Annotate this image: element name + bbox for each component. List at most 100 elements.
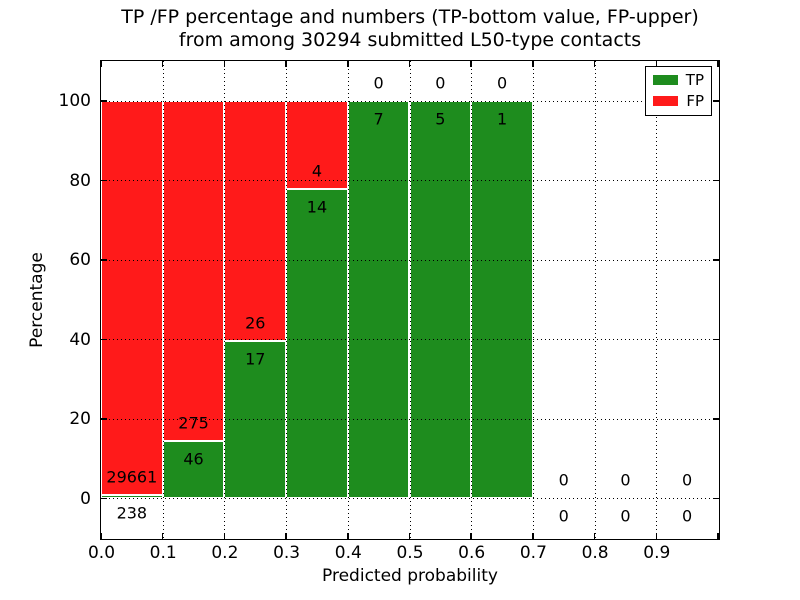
legend-label-fp: FP <box>686 92 704 110</box>
y-tick-mark <box>713 179 719 181</box>
x-tick-label: 0.1 <box>149 543 177 563</box>
fp-bar-segment <box>224 100 287 342</box>
x-tick-label: 0.4 <box>334 543 362 563</box>
x-tick-mark <box>717 533 719 539</box>
x-tick-label: 0.2 <box>211 543 239 563</box>
v-gridline <box>409 61 411 539</box>
tp-count-label: 5 <box>435 109 446 129</box>
y-tick-mark <box>713 338 719 340</box>
v-gridline <box>594 61 596 539</box>
x-tick-mark <box>655 61 658 67</box>
x-tick-mark <box>100 533 102 539</box>
x-tick-mark <box>347 533 349 539</box>
x-tick-mark <box>161 533 164 539</box>
x-tick-mark <box>655 533 658 539</box>
y-tick-label: 20 <box>69 409 91 430</box>
fp-count-label: 0 <box>435 73 446 93</box>
tp-count-label: 238 <box>116 503 148 523</box>
y-tick-mark <box>101 259 107 261</box>
y-tick-mark <box>713 497 719 499</box>
x-tick-label: 0.3 <box>273 543 301 563</box>
fp-bar-segment <box>101 100 163 496</box>
x-tick-mark <box>223 533 226 539</box>
chart-title-line-1: TP /FP percentage and numbers (TP-bottom… <box>121 6 699 28</box>
x-tick-mark <box>470 61 472 67</box>
fp-count-label: 4 <box>311 161 323 181</box>
y-tick-label: 60 <box>69 250 91 271</box>
tp-count-label: 0 <box>558 506 569 526</box>
fp-legend-swatch-icon <box>653 96 679 106</box>
tp-bar-segment <box>347 100 410 499</box>
y-tick-mark <box>101 418 107 420</box>
x-tick-label: 0.0 <box>87 543 116 563</box>
x-tick-label: 0.6 <box>458 543 486 563</box>
legend-row-fp: FP <box>653 93 704 109</box>
legend: TP FP <box>645 66 712 116</box>
fp-count-label: 0 <box>496 73 508 93</box>
legend-label-tp: TP <box>685 71 704 89</box>
x-axis-label: Predicted probability <box>322 566 498 586</box>
fp-count-label: 0 <box>558 470 569 490</box>
fp-count-label: 0 <box>682 470 693 490</box>
y-tick-mark <box>101 100 107 102</box>
x-tick-mark <box>285 533 287 539</box>
x-tick-label: 0.7 <box>519 543 547 563</box>
y-tick-mark <box>101 179 107 181</box>
fp-count-label: 0 <box>620 470 631 490</box>
tp-bar-segment <box>101 495 163 499</box>
tp-count-label: 17 <box>245 349 266 369</box>
x-tick-label: 0.5 <box>396 543 424 563</box>
x-tick-mark <box>223 61 226 67</box>
y-tick-mark <box>101 497 107 499</box>
v-gridline <box>656 61 658 539</box>
x-tick-label: 0.8 <box>581 543 609 563</box>
tp-count-label: 0 <box>682 506 693 526</box>
x-tick-mark <box>717 61 719 67</box>
x-tick-mark <box>593 61 596 67</box>
x-tick-label: 0.9 <box>643 543 671 563</box>
v-gridline <box>347 61 349 539</box>
v-gridline <box>224 61 226 539</box>
chart-title: TP /FP percentage and numbers (TP-bottom… <box>100 6 720 52</box>
fp-count-label: 275 <box>178 413 209 433</box>
tp-legend-swatch-icon <box>653 75 678 85</box>
x-tick-mark <box>285 61 287 67</box>
x-tick-mark <box>470 533 472 539</box>
tp-count-label: 46 <box>183 449 204 469</box>
y-tick-label: 40 <box>69 329 91 350</box>
tp-count-label: 0 <box>620 506 631 526</box>
y-tick-mark <box>713 100 719 102</box>
fp-count-label: 26 <box>245 313 266 333</box>
y-tick-mark <box>101 338 107 340</box>
v-gridline <box>471 61 473 539</box>
x-tick-mark <box>532 533 534 539</box>
tp-count-label: 7 <box>373 109 384 129</box>
y-tick-mark <box>713 259 719 261</box>
v-gridline <box>532 61 534 539</box>
y-tick-mark <box>713 418 719 420</box>
tp-bar-segment <box>162 441 225 499</box>
v-gridline <box>162 61 164 539</box>
legend-row-tp: TP <box>653 72 704 88</box>
x-tick-mark <box>408 61 411 67</box>
tp-count-label: 14 <box>306 197 328 217</box>
x-tick-mark <box>532 61 534 67</box>
fp-count-label: 29661 <box>106 467 158 487</box>
tp-bar-segment <box>409 100 472 499</box>
plot-area: TP FP 29661 238 275 46 26 17 4 14 0 7 0 5 0 1 0 0 0 0 0 0 <box>100 60 720 540</box>
chart-title-line-2: from among 30294 submitted L50-type cont… <box>178 29 642 51</box>
tp-bar-segment <box>471 100 533 499</box>
x-tick-mark <box>347 61 349 67</box>
x-tick-mark <box>100 61 102 67</box>
x-tick-mark <box>408 533 411 539</box>
y-tick-label: 80 <box>69 170 91 191</box>
y-tick-label: 100 <box>58 91 91 112</box>
x-tick-mark <box>161 61 164 67</box>
fp-count-label: 0 <box>373 73 384 93</box>
tp-count-label: 1 <box>496 109 508 129</box>
x-tick-mark <box>593 533 596 539</box>
v-gridline <box>286 61 288 539</box>
fp-bar-segment <box>162 100 225 442</box>
y-tick-label: 0 <box>80 488 91 509</box>
